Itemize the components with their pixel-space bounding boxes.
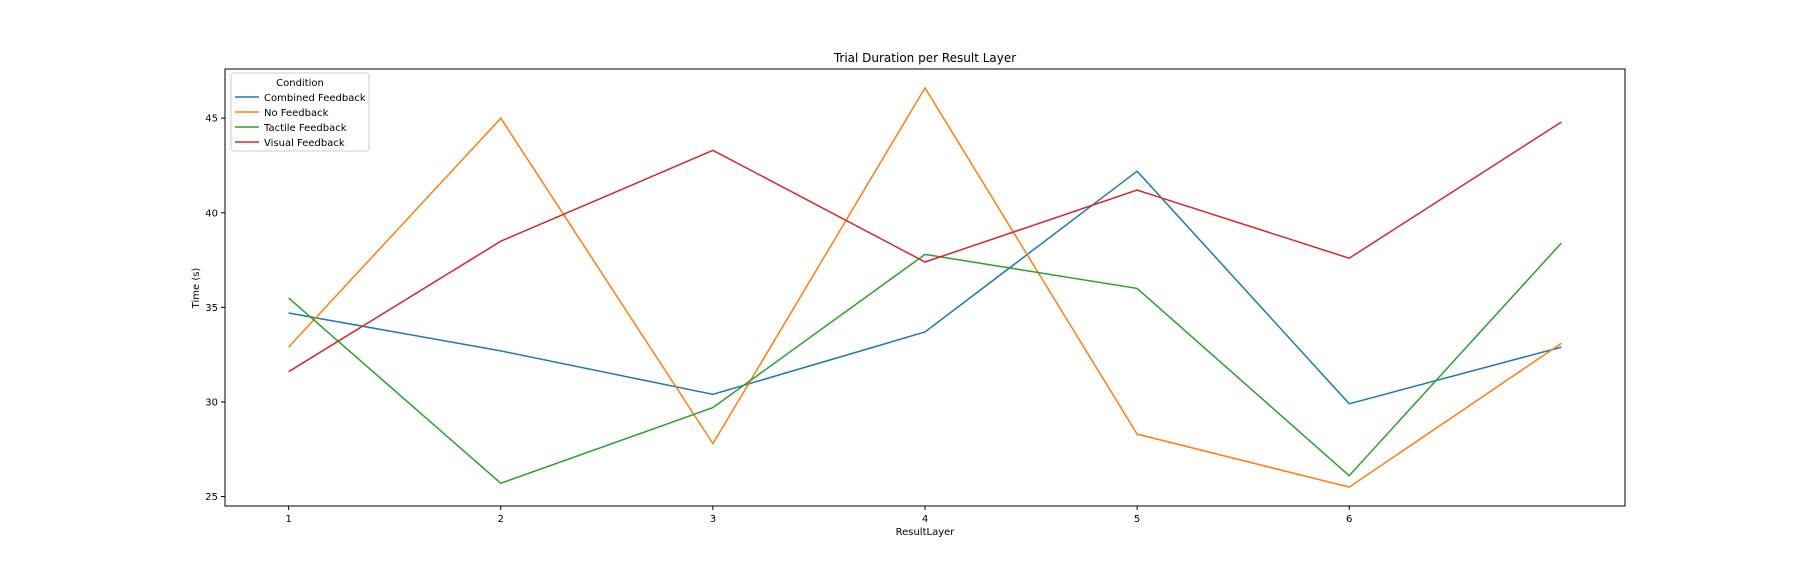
y-axis: 25 30 35 40 45 (205, 114, 225, 503)
plot-frame (224, 68, 1626, 507)
legend-label: No Feedback (264, 108, 329, 119)
series-line-3 (288, 242, 1562, 485)
legend-label: Combined Feedback (264, 93, 366, 104)
legend-box (230, 72, 370, 152)
y-axis-label: Time (s) (191, 268, 202, 310)
x-axis-label: ResultLayer (896, 527, 956, 538)
x-tick-label: 1 (285, 514, 291, 525)
series-line-4 (288, 121, 1562, 373)
chart-title: Trial Duration per Result Layer (833, 51, 1016, 65)
y-tick-label: 25 (205, 492, 218, 503)
legend: Condition Combined Feedback No Feedback Tac… (230, 72, 370, 152)
legend-title: Condition (276, 78, 324, 89)
x-tick-label: 5 (1134, 514, 1140, 525)
y-tick-label: 40 (205, 208, 218, 219)
y-tick-label: 35 (205, 303, 218, 314)
x-tick-label: 2 (498, 514, 504, 525)
y-tick-label: 30 (205, 397, 218, 408)
x-tick-label: 6 (1346, 514, 1352, 525)
series-line-2 (288, 86, 1562, 488)
legend-label: Tactile Feedback (263, 123, 347, 134)
x-tick-label: 4 (922, 514, 928, 525)
legend-label: Visual Feedback (264, 138, 345, 149)
series-line-1 (288, 170, 1562, 405)
y-tick-label: 45 (205, 114, 218, 125)
series-lines (288, 86, 1562, 488)
x-tick-label: 3 (710, 514, 716, 525)
x-axis: 1 2 3 4 5 6 (285, 506, 1352, 525)
